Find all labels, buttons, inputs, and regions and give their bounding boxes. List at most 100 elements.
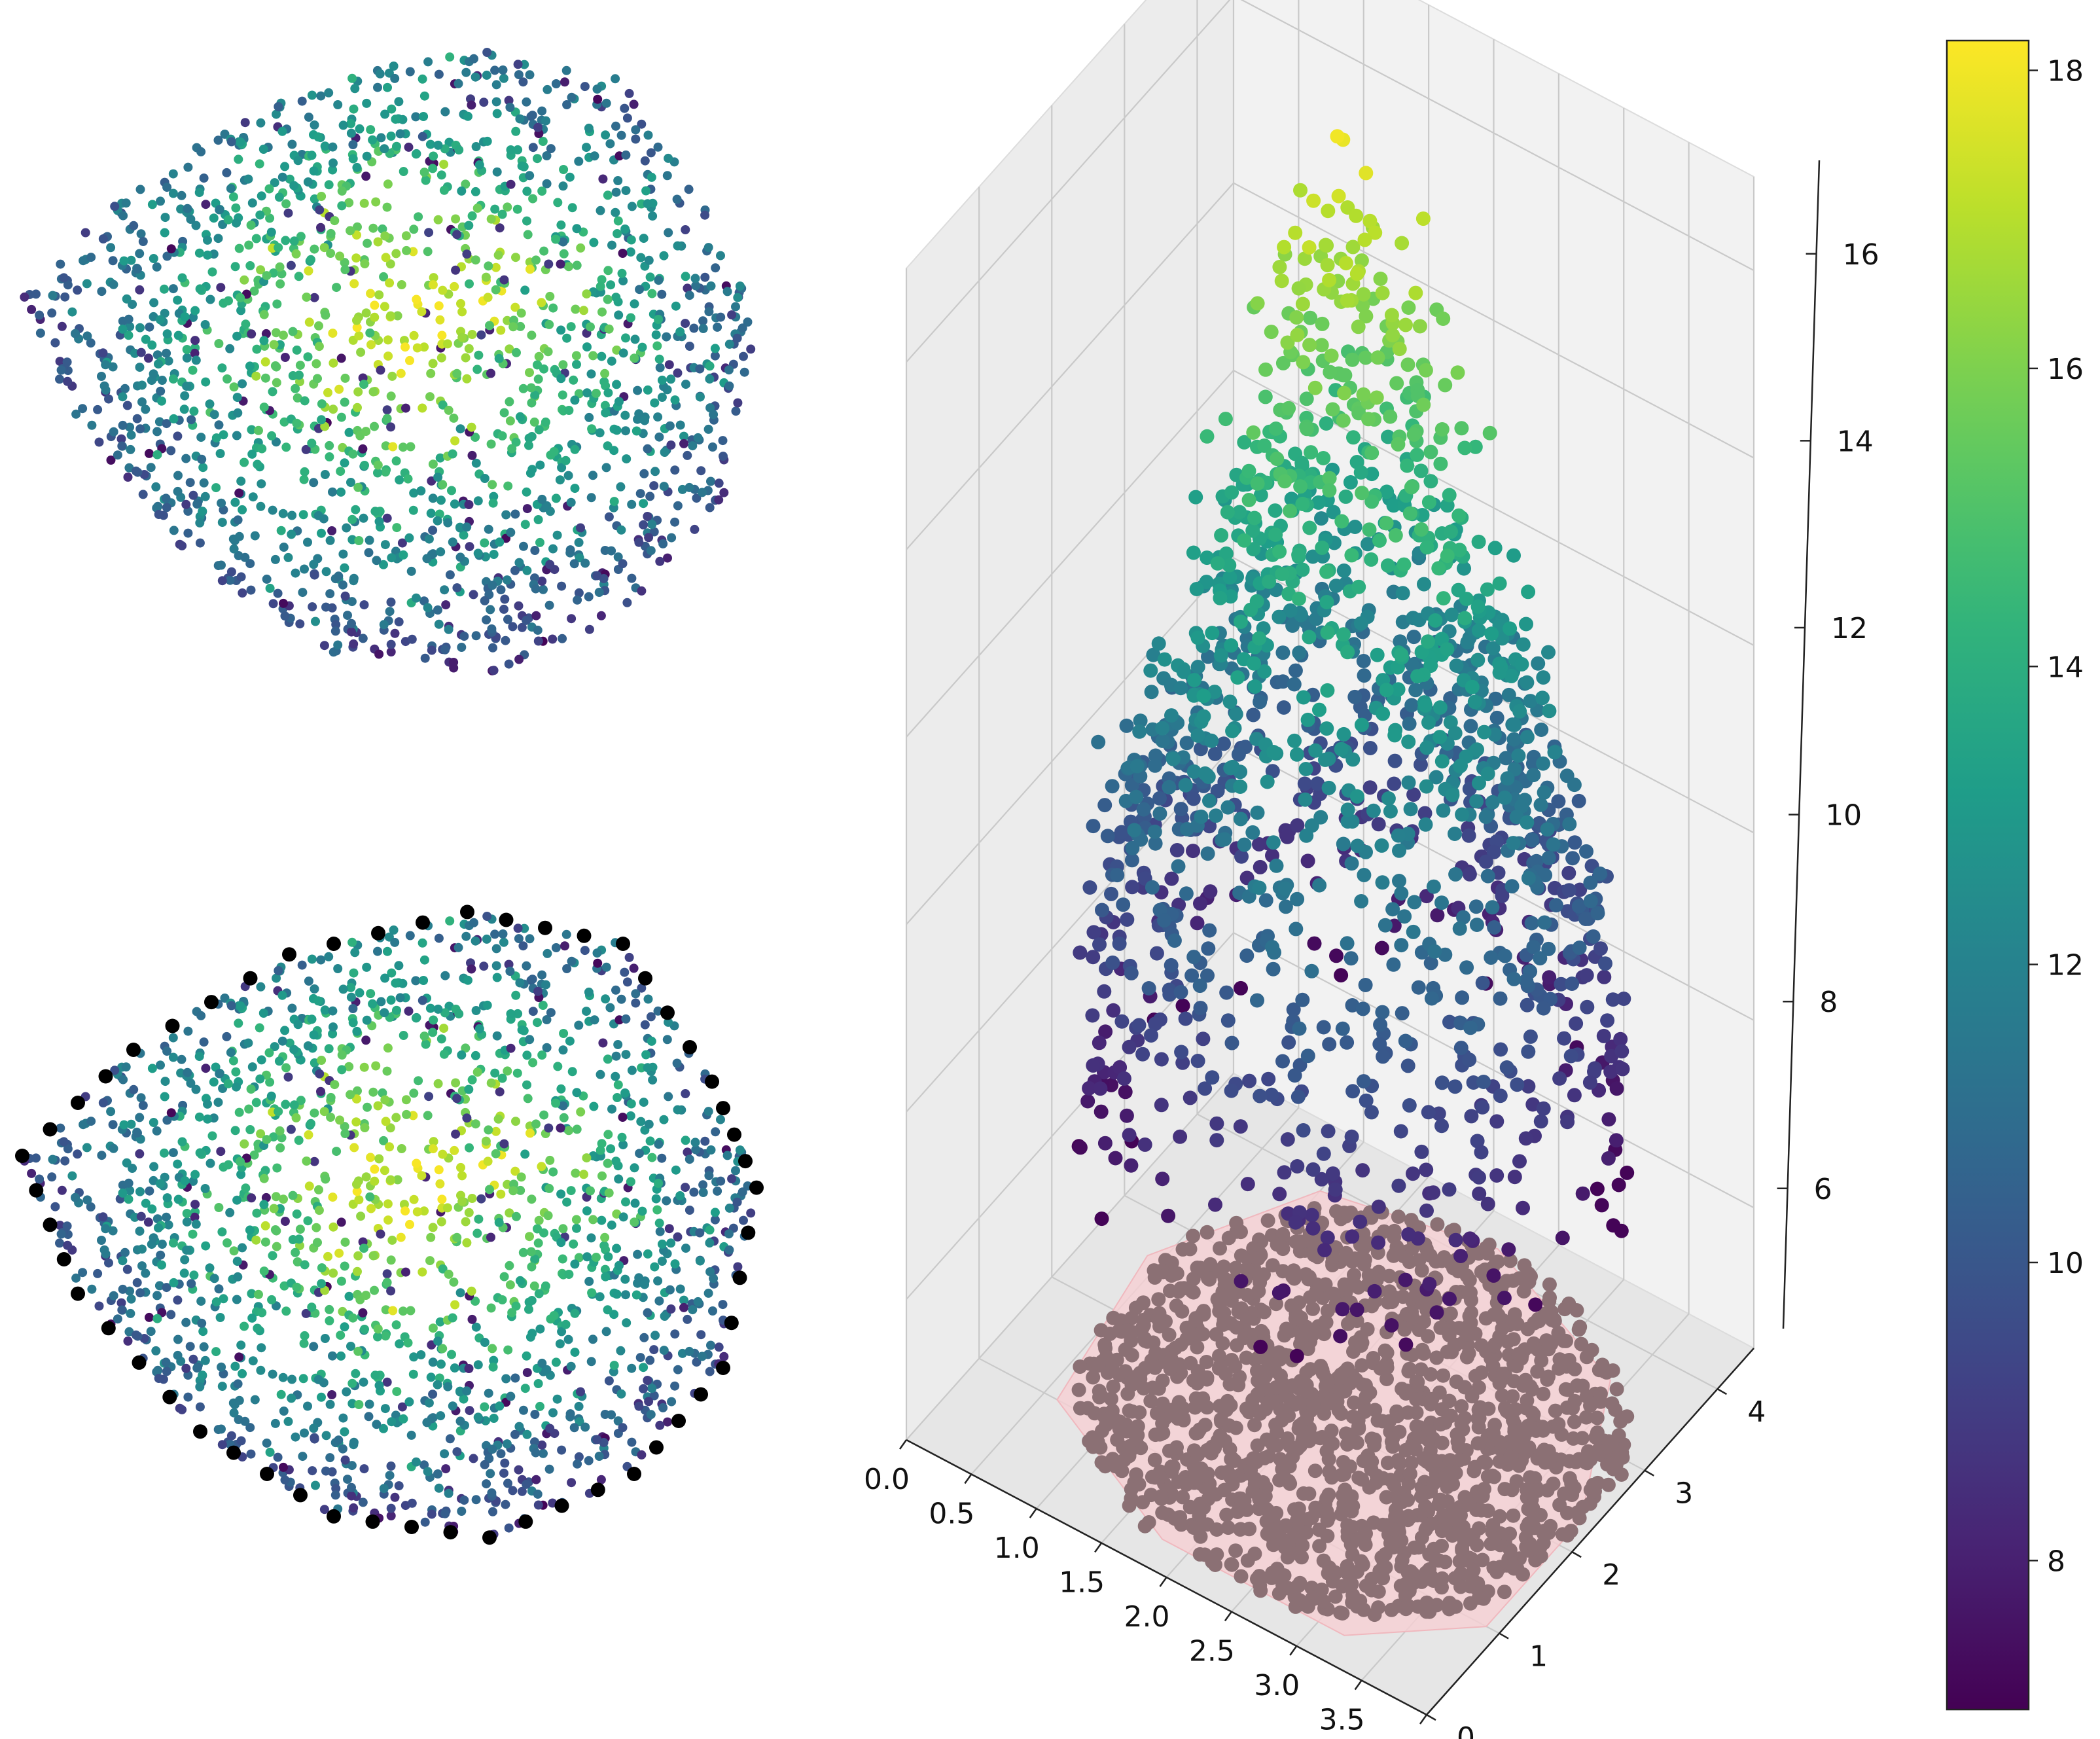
scatter-point [259,336,269,346]
projected-point [1269,1297,1283,1312]
scatter-point [225,1208,235,1217]
scatter-point [298,588,308,598]
scatter-point [517,161,527,171]
scatter-point [217,1440,227,1450]
scatter-point [596,1475,606,1484]
projected-point [1165,1403,1180,1417]
scatter-point [209,1274,219,1283]
scatter-point [690,524,700,534]
scatter-point [404,533,414,543]
projected-point [1609,1382,1624,1397]
scatter-point [359,1244,368,1253]
scatter-point [126,430,136,440]
scatter-point [474,160,484,170]
projected-point [1609,1457,1624,1472]
scatter-point [429,151,438,161]
boundary-marker [616,937,630,951]
scatter-point [710,344,720,353]
scatter-point [177,1137,187,1147]
scatter-point [435,1179,445,1189]
projected-point [1329,1204,1344,1219]
scatter-point [104,394,113,404]
projected-point [1322,1560,1337,1575]
scatter-point [162,1193,172,1203]
scatter-point [514,654,524,664]
projected-point [1073,1359,1088,1374]
scatter-point [631,989,641,999]
scatter-point [307,1014,317,1024]
projected-point [1536,1535,1551,1551]
scatter-point [328,329,338,338]
scatter-point [240,275,249,285]
scatter-point [246,1449,256,1459]
scatter-point [238,1369,247,1378]
scatter-point [328,1351,337,1361]
projected-point [1383,1535,1398,1551]
scatter-point [703,1288,713,1298]
scatter-point [272,299,282,309]
scatter-point [735,281,745,291]
projected-point [1495,1367,1510,1382]
scatter-point [80,228,90,238]
projected-point [1118,1342,1133,1357]
scatter-point [226,184,236,194]
scatter-point [640,1020,650,1030]
scatter-point [209,1077,219,1087]
projected-point [1120,1386,1135,1401]
scatter-point [451,214,461,224]
projected-point [1252,1492,1267,1507]
projected-point [1318,1379,1333,1393]
scatter-point [191,1085,201,1094]
projected-point [1112,1421,1127,1436]
projected-point [1451,1261,1466,1276]
scatter-point [673,1232,683,1242]
scatter-point [421,175,431,185]
scatter-point [526,383,536,393]
projected-point [1530,1364,1545,1379]
scatter-point [262,1135,272,1145]
scatter-point [365,1192,375,1202]
scatter-point [386,639,396,649]
scatter-point [490,65,500,75]
scatter-point [337,1065,347,1075]
scatter-point [291,1432,300,1442]
scatter-point [379,620,389,630]
scatter-point [313,374,322,384]
projected-point [1347,1278,1362,1293]
scatter-point [622,1318,632,1328]
scatter-point [436,1217,446,1227]
scatter-point [201,377,211,387]
scatter-point [647,520,657,529]
scatter-point [381,1331,391,1341]
scatter-point [584,412,594,422]
projected-point [1540,1372,1555,1387]
scatter-point [567,956,577,966]
scatter-point [162,348,171,358]
scatter-point [639,1384,649,1393]
scatter-point [571,304,580,314]
scatter-point [108,1120,118,1130]
scatter-point [456,1162,465,1172]
scatter-point [406,1430,416,1440]
scatter-point [647,289,657,298]
scatter-point [177,273,187,283]
scatter-point [433,1004,443,1014]
scatter-point [387,371,397,381]
scatter-point [381,253,391,262]
scatter-point [225,344,235,353]
scatter-point [240,1416,250,1426]
scatter-point [647,1384,657,1393]
scatter-point [644,1397,654,1407]
projected-point [1268,1418,1283,1432]
scatter-point [309,166,319,176]
scatter-point [346,1090,355,1100]
projected-point [1414,1263,1429,1278]
scatter-point [344,1062,354,1071]
scatter-point [504,1523,514,1533]
scatter-point [67,307,77,317]
scatter-point [639,1333,649,1342]
scatter-point [551,1357,561,1367]
scatter-point [60,292,70,302]
scatter-point [297,960,307,970]
projected-point [1436,1368,1451,1383]
